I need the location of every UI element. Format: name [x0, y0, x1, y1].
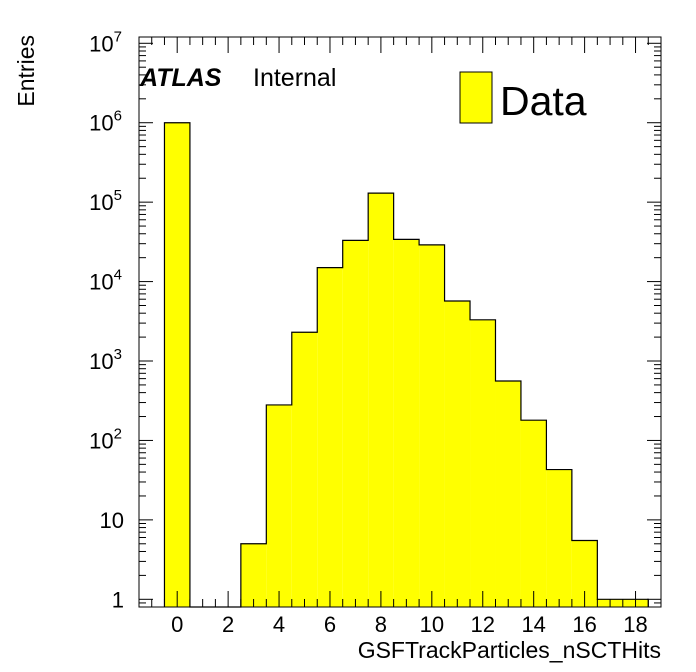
x-tick-label: 16	[572, 612, 596, 637]
x-tick-label: 10	[420, 612, 444, 637]
histogram-bar-11	[444, 300, 471, 607]
y-tick-label: 102	[89, 425, 122, 453]
x-axis-label: GSFTrackParticles_nSCTHits	[358, 637, 661, 663]
legend-label: Data	[500, 78, 587, 124]
x-tick-label: 12	[471, 612, 495, 637]
histogram-bar-8	[368, 193, 394, 608]
x-tick-label: 4	[273, 612, 285, 637]
internal-label: Internal	[253, 64, 336, 92]
y-tick-label: 104	[89, 267, 122, 295]
y-tick-label: 106	[89, 108, 122, 136]
histogram-bar-6	[317, 267, 343, 607]
x-tick-label: 0	[171, 612, 183, 637]
histogram-bar-0	[164, 122, 190, 608]
x-tick-label: 8	[375, 612, 387, 637]
histogram-bar-13	[495, 381, 521, 607]
y-tick-label: 10	[100, 508, 124, 533]
histogram-bar-15	[546, 469, 572, 607]
histogram-bars	[163, 122, 649, 608]
histogram-bar-12	[470, 319, 496, 607]
histogram-bar-10	[419, 244, 445, 607]
x-axis-ticks: 0 2 4 6 8 10 12 14 16 18	[138, 37, 662, 637]
histogram-bar-9	[393, 239, 420, 607]
histogram-bar-7	[342, 240, 369, 607]
y-axis-label: Entries	[13, 35, 39, 107]
x-tick-label: 6	[324, 612, 336, 637]
histogram-outline	[163, 122, 649, 608]
legend-swatch	[459, 71, 493, 124]
x-tick-label: 18	[623, 612, 647, 637]
y-tick-label: 1	[112, 587, 124, 612]
y-tick-label: 103	[89, 346, 122, 374]
y-tick-label: 105	[89, 187, 122, 215]
atlas-label: ATLAS	[139, 64, 222, 92]
histogram-bar-3	[240, 543, 267, 607]
histogram-bar-4	[266, 404, 292, 607]
x-tick-label: 2	[222, 612, 234, 637]
x-tick-label: 14	[521, 612, 545, 637]
plot-frame	[138, 36, 662, 608]
histogram-bar-5	[291, 332, 318, 607]
y-axis-ticks: 1 10 102 103 104 105 106 107	[89, 28, 661, 612]
y-tick-label: 107	[89, 28, 122, 56]
histogram-bar-14	[520, 420, 547, 607]
